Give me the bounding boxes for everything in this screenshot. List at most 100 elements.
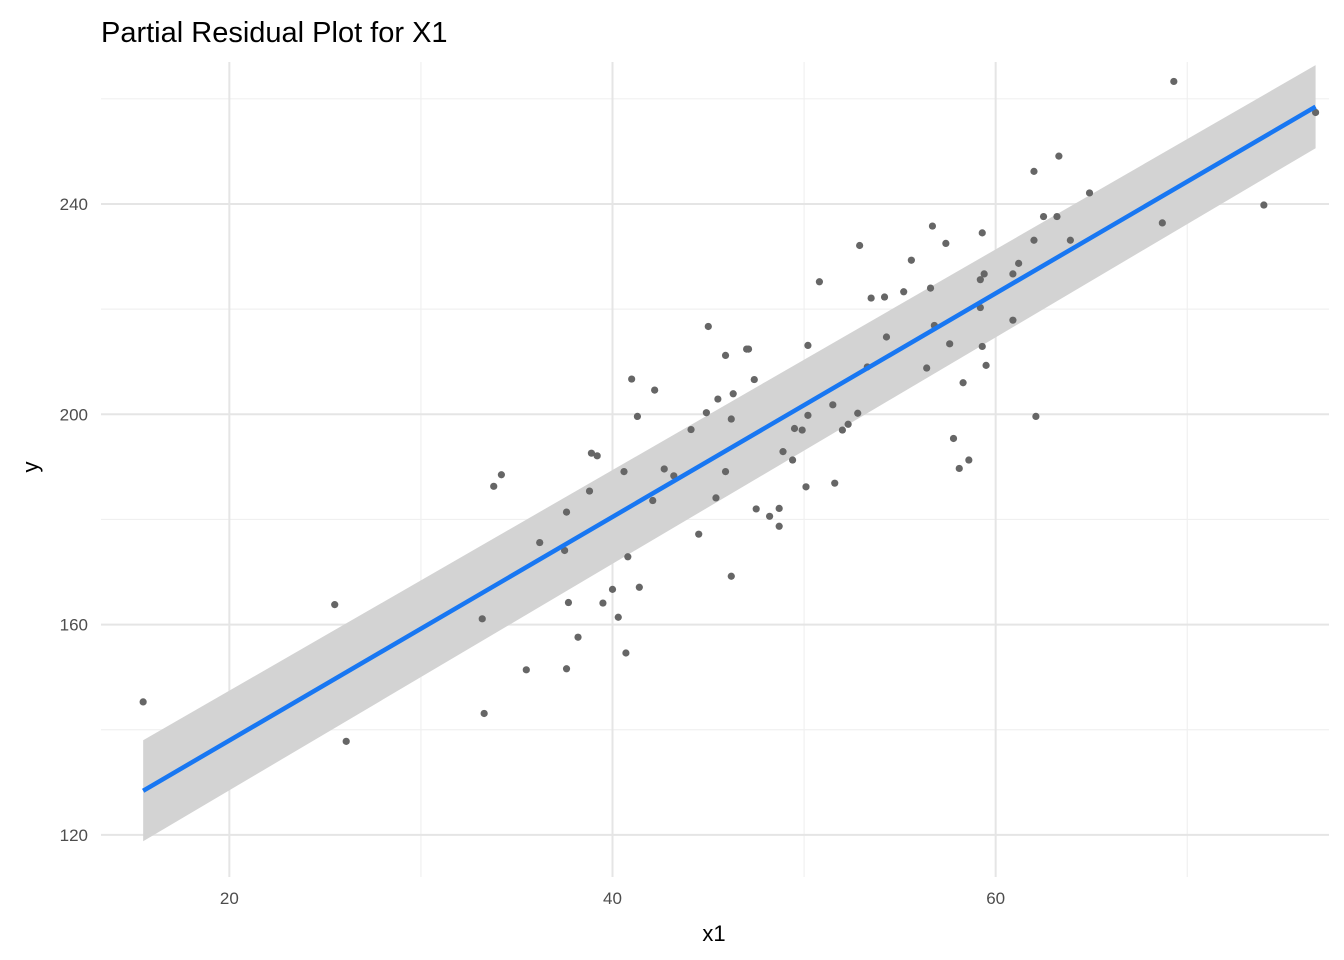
scatter-point bbox=[635, 583, 643, 591]
scatter-point bbox=[829, 401, 837, 409]
scatter-point bbox=[1009, 316, 1017, 324]
y-tick-label: 240 bbox=[60, 195, 88, 214]
scatter-point bbox=[1032, 412, 1040, 420]
scatter-point bbox=[856, 241, 864, 250]
scatter-point bbox=[342, 737, 350, 745]
scatter-point bbox=[536, 538, 544, 547]
chart-title: Partial Residual Plot for X1 bbox=[101, 17, 448, 49]
scatter-point bbox=[815, 278, 824, 286]
scatter-point bbox=[628, 375, 636, 383]
scatter-point bbox=[593, 452, 601, 460]
scatter-point bbox=[926, 284, 935, 292]
scatter-point bbox=[1066, 236, 1074, 244]
scatter-point bbox=[923, 364, 931, 372]
scatter-point bbox=[928, 222, 937, 230]
scatter-point bbox=[752, 505, 760, 513]
scatter-point bbox=[854, 409, 862, 417]
scatter-point bbox=[942, 239, 950, 248]
scatter-point bbox=[599, 599, 607, 607]
scatter-point bbox=[522, 666, 530, 674]
scatter-point bbox=[907, 256, 915, 264]
scatter-point bbox=[882, 333, 891, 341]
scatter-point bbox=[622, 649, 630, 657]
scatter-point bbox=[775, 522, 783, 530]
scatter-point bbox=[978, 342, 986, 351]
scatter-point bbox=[804, 341, 812, 350]
confidence-band-layer bbox=[143, 65, 1316, 842]
scatter-point bbox=[562, 665, 571, 673]
scatter-point bbox=[608, 585, 617, 593]
y-tick-label: 120 bbox=[60, 826, 88, 845]
scatter-point bbox=[561, 546, 569, 555]
scatter-point bbox=[562, 508, 571, 516]
scatter-point bbox=[965, 456, 973, 464]
scatter-point bbox=[704, 322, 712, 331]
scatter-point bbox=[624, 553, 632, 561]
scatter-point bbox=[1030, 236, 1038, 244]
scatter-point bbox=[1260, 201, 1268, 209]
scatter-point bbox=[744, 345, 753, 353]
scatter-point bbox=[779, 448, 787, 456]
scatter-point bbox=[585, 487, 594, 495]
scatter-point bbox=[614, 613, 622, 621]
scatter-point bbox=[788, 456, 797, 464]
scatter-point bbox=[831, 479, 839, 487]
scatter-point bbox=[982, 361, 990, 369]
scatter-point bbox=[765, 512, 774, 520]
y-tick-label: 200 bbox=[60, 405, 88, 424]
scatter-point bbox=[900, 288, 908, 296]
scatter-point bbox=[804, 411, 812, 419]
scatter-point bbox=[949, 434, 958, 443]
y-axis-label: y bbox=[18, 462, 43, 473]
tick-labels: 20 40 60 120 160 200 240 bbox=[60, 195, 1005, 908]
scatter-point bbox=[687, 425, 695, 434]
scatter-point bbox=[955, 464, 963, 473]
scatter-point bbox=[775, 504, 783, 513]
scatter-point bbox=[1009, 270, 1017, 278]
scatter-point bbox=[980, 270, 988, 278]
scatter-point bbox=[1015, 259, 1023, 267]
scatter-point bbox=[695, 530, 703, 538]
scatter-point bbox=[1055, 152, 1063, 160]
scatter-point bbox=[1158, 219, 1166, 227]
fit-line bbox=[142, 104, 1317, 793]
scatter-point bbox=[727, 415, 735, 423]
scatter-point bbox=[651, 386, 659, 394]
scatter-point bbox=[490, 482, 498, 490]
scatter-point bbox=[1030, 167, 1038, 175]
scatter-point bbox=[1085, 189, 1094, 197]
confidence-band bbox=[143, 65, 1316, 842]
scatter-point bbox=[802, 483, 810, 491]
scatter-point bbox=[478, 615, 486, 623]
scatter-point bbox=[702, 409, 710, 417]
x-tick-label: 60 bbox=[986, 889, 1005, 908]
scatter-point bbox=[714, 395, 722, 403]
x-tick-label: 20 bbox=[220, 889, 239, 908]
scatter-points bbox=[139, 77, 1320, 745]
scatter-point bbox=[978, 229, 986, 237]
scatter-point bbox=[867, 294, 875, 302]
x-axis-label: x1 bbox=[702, 921, 725, 946]
scatter-point bbox=[480, 709, 488, 718]
scatter-point bbox=[712, 494, 720, 502]
scatter-point bbox=[564, 598, 573, 607]
scatter-point bbox=[798, 426, 806, 434]
fit-line-layer bbox=[142, 104, 1317, 793]
scatter-point bbox=[1039, 212, 1048, 221]
scatter-point bbox=[750, 375, 758, 384]
x-tick-label: 40 bbox=[603, 889, 622, 908]
scatter-point bbox=[790, 424, 799, 433]
scatter-point bbox=[574, 633, 582, 641]
scatter-point bbox=[620, 468, 628, 476]
scatter-point bbox=[497, 471, 505, 479]
scatter-point bbox=[844, 420, 852, 428]
scatter-point bbox=[838, 426, 846, 434]
scatter-point bbox=[880, 293, 889, 301]
scatter-point bbox=[660, 465, 668, 473]
scatter-point bbox=[1311, 108, 1320, 117]
scatter-point bbox=[139, 698, 147, 706]
scatter-point bbox=[729, 390, 737, 398]
scatter-point bbox=[1170, 77, 1178, 86]
scatter-point bbox=[976, 276, 984, 284]
